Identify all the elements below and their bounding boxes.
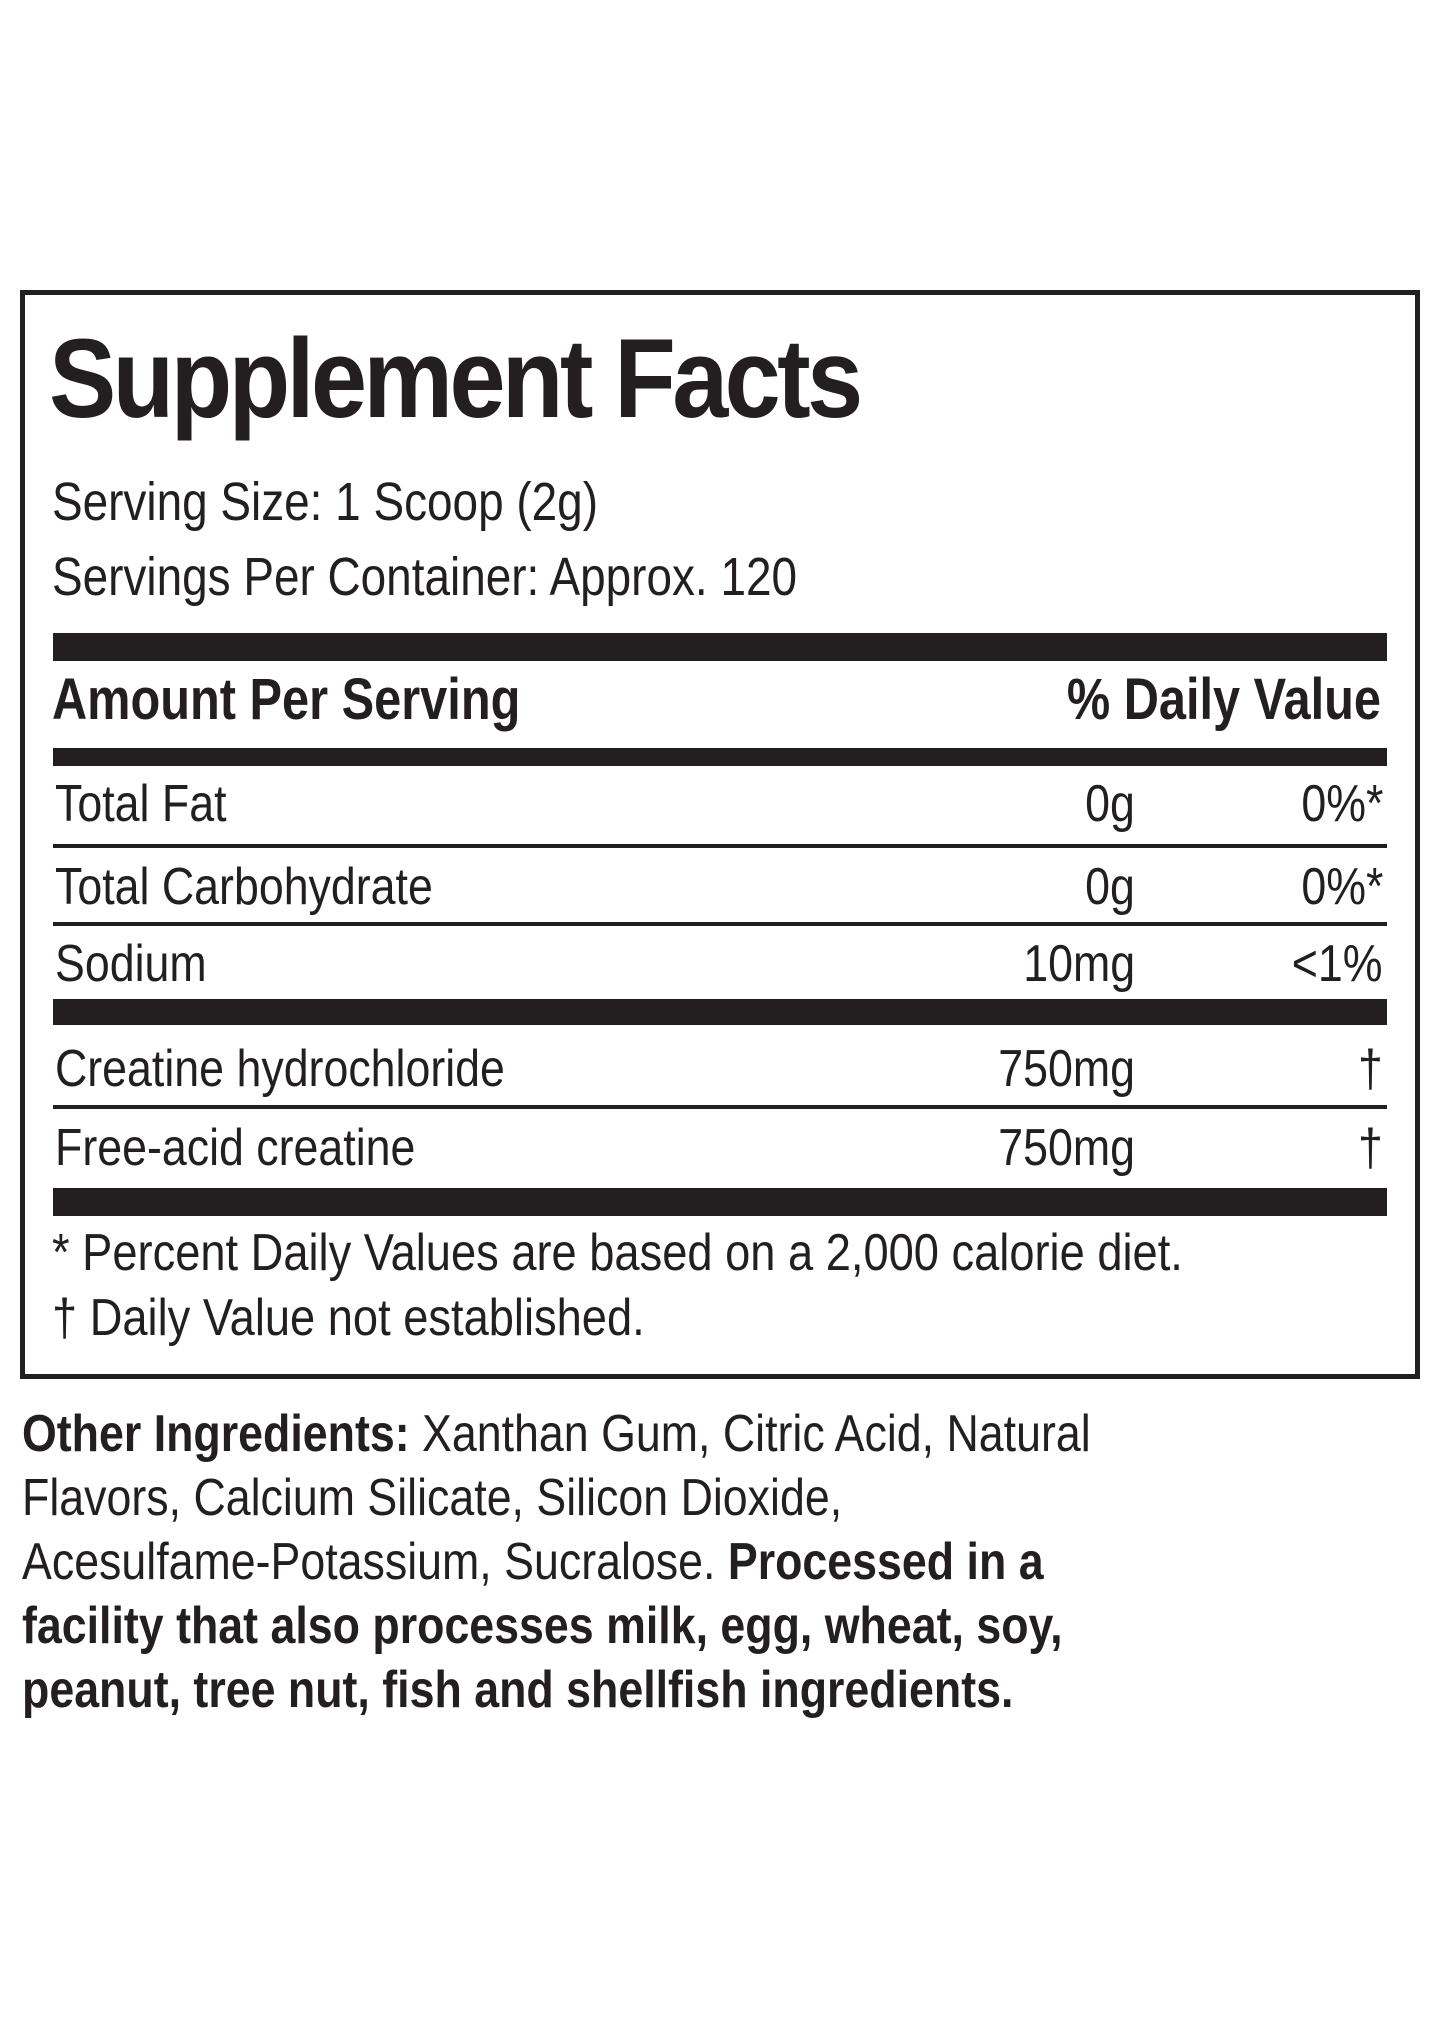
nutrient-daily-value: 0%*: [1300, 858, 1383, 916]
ingredients-line: Flavors, Calcium Silicate, Silicon Dioxi…: [22, 1466, 1217, 1530]
ingredient-daily-value: †: [1358, 1040, 1383, 1098]
nutrient-daily-value: 0%*: [1300, 775, 1383, 833]
thin-divider: [53, 922, 1387, 926]
amount-per-serving-header: Amount Per Serving: [52, 667, 521, 732]
supplement-facts-panel: Supplement Facts Serving Size: 1 Scoop (…: [20, 290, 1420, 1379]
ingredients-line: Other Ingredients: Xanthan Gum, Citric A…: [22, 1402, 1217, 1466]
nutrient-amount: 0g: [1085, 775, 1135, 833]
ingredient-row: Free-acid creatine 750mg †: [53, 1122, 1387, 1182]
ingredients-text: Xanthan Gum, Citric Acid, Natural: [422, 1405, 1091, 1463]
ingredients-text: Flavors, Calcium Silicate, Silicon Dioxi…: [22, 1469, 843, 1527]
nutrient-name: Sodium: [55, 935, 207, 993]
ingredient-amount: 750mg: [998, 1040, 1135, 1098]
nutrient-name: Total Carbohydrate: [55, 858, 433, 916]
nutrient-row: Total Fat 0g 0%*: [53, 778, 1387, 838]
other-ingredients: Other Ingredients: Xanthan Gum, Citric A…: [22, 1402, 1412, 1722]
thick-divider-bottom: [53, 1188, 1387, 1216]
ingredients-line: Acesulfame-Potassium, Sucralose. Process…: [22, 1530, 1217, 1594]
nutrient-amount: 0g: [1085, 858, 1135, 916]
ingredient-daily-value: †: [1358, 1119, 1383, 1177]
allergen-warning: Processed in a: [727, 1533, 1044, 1591]
ingredients-text: Acesulfame-Potassium, Sucralose.: [22, 1533, 716, 1591]
serving-size: Serving Size: 1 Scoop (2g): [52, 472, 598, 532]
nutrient-amount: 10mg: [1023, 935, 1135, 993]
ingredient-name: Free-acid creatine: [55, 1119, 416, 1177]
allergen-warning: facility that also processes milk, egg, …: [22, 1597, 1063, 1655]
thin-divider: [53, 1105, 1387, 1109]
footnote-daily-values: * Percent Daily Values are based on a 2,…: [52, 1224, 1183, 1282]
footnote-dagger: † Daily Value not established.: [52, 1289, 645, 1347]
nutrient-name: Total Fat: [55, 775, 227, 833]
ingredient-row: Creatine hydrochloride 750mg †: [53, 1043, 1387, 1103]
ingredient-name: Creatine hydrochloride: [55, 1040, 505, 1098]
thick-divider-middle: [53, 999, 1387, 1025]
ingredient-amount: 750mg: [998, 1119, 1135, 1177]
panel-title: Supplement Facts: [49, 316, 863, 441]
thin-divider: [53, 844, 1387, 848]
other-ingredients-label: Other Ingredients:: [22, 1405, 410, 1463]
servings-per-container: Servings Per Container: Approx. 120: [52, 547, 798, 607]
allergen-warning: peanut, tree nut, fish and shellfish ing…: [22, 1661, 1014, 1719]
nutrient-daily-value: <1%: [1292, 935, 1383, 993]
thick-divider-top: [53, 633, 1387, 661]
nutrient-row: Total Carbohydrate 0g 0%*: [53, 861, 1387, 921]
medium-divider: [53, 748, 1387, 766]
nutrient-row: Sodium 10mg <1%: [53, 938, 1387, 998]
daily-value-header: % Daily Value: [1066, 667, 1381, 732]
